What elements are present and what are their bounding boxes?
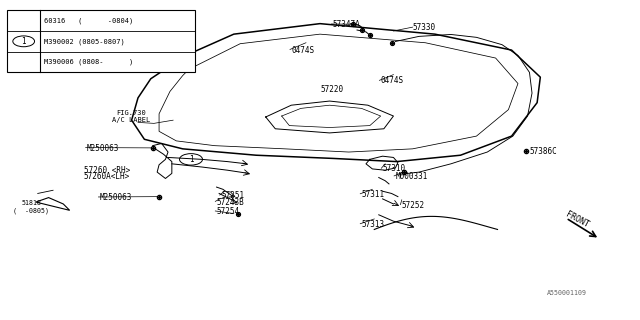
FancyBboxPatch shape xyxy=(7,10,195,72)
Text: 51818
(  -0805): 51818 ( -0805) xyxy=(13,200,49,214)
Text: 57313: 57313 xyxy=(362,220,385,229)
Text: M250063: M250063 xyxy=(87,144,119,153)
Text: 60316   (      -0804): 60316 ( -0804) xyxy=(44,17,133,24)
Text: 57260A<LH>: 57260A<LH> xyxy=(84,172,130,181)
Text: FRONT: FRONT xyxy=(564,210,590,230)
Text: 57347A: 57347A xyxy=(333,20,360,29)
Text: 57243B: 57243B xyxy=(216,197,244,206)
Text: A550001109: A550001109 xyxy=(547,290,587,296)
Text: 57252: 57252 xyxy=(402,201,425,210)
Text: M390006 (0808-      ): M390006 (0808- ) xyxy=(44,59,133,65)
Text: 57330: 57330 xyxy=(413,23,436,32)
Text: 57311: 57311 xyxy=(362,190,385,199)
Text: FIG.730
A/C LABEL: FIG.730 A/C LABEL xyxy=(113,110,151,124)
Text: 1: 1 xyxy=(21,37,26,46)
Text: 0474S: 0474S xyxy=(381,76,404,85)
Text: 57254: 57254 xyxy=(216,207,239,216)
Text: M250063: M250063 xyxy=(100,193,132,202)
Text: 57260 <RH>: 57260 <RH> xyxy=(84,166,130,175)
Text: 57251: 57251 xyxy=(221,191,244,200)
Text: 0474S: 0474S xyxy=(291,45,314,55)
Text: 57386C: 57386C xyxy=(529,147,557,156)
Text: 57220: 57220 xyxy=(320,85,343,94)
Text: M000331: M000331 xyxy=(396,172,428,181)
Text: 1: 1 xyxy=(189,155,193,164)
Text: M390002 (0805-0807): M390002 (0805-0807) xyxy=(44,38,125,44)
Text: 57310: 57310 xyxy=(383,164,406,173)
